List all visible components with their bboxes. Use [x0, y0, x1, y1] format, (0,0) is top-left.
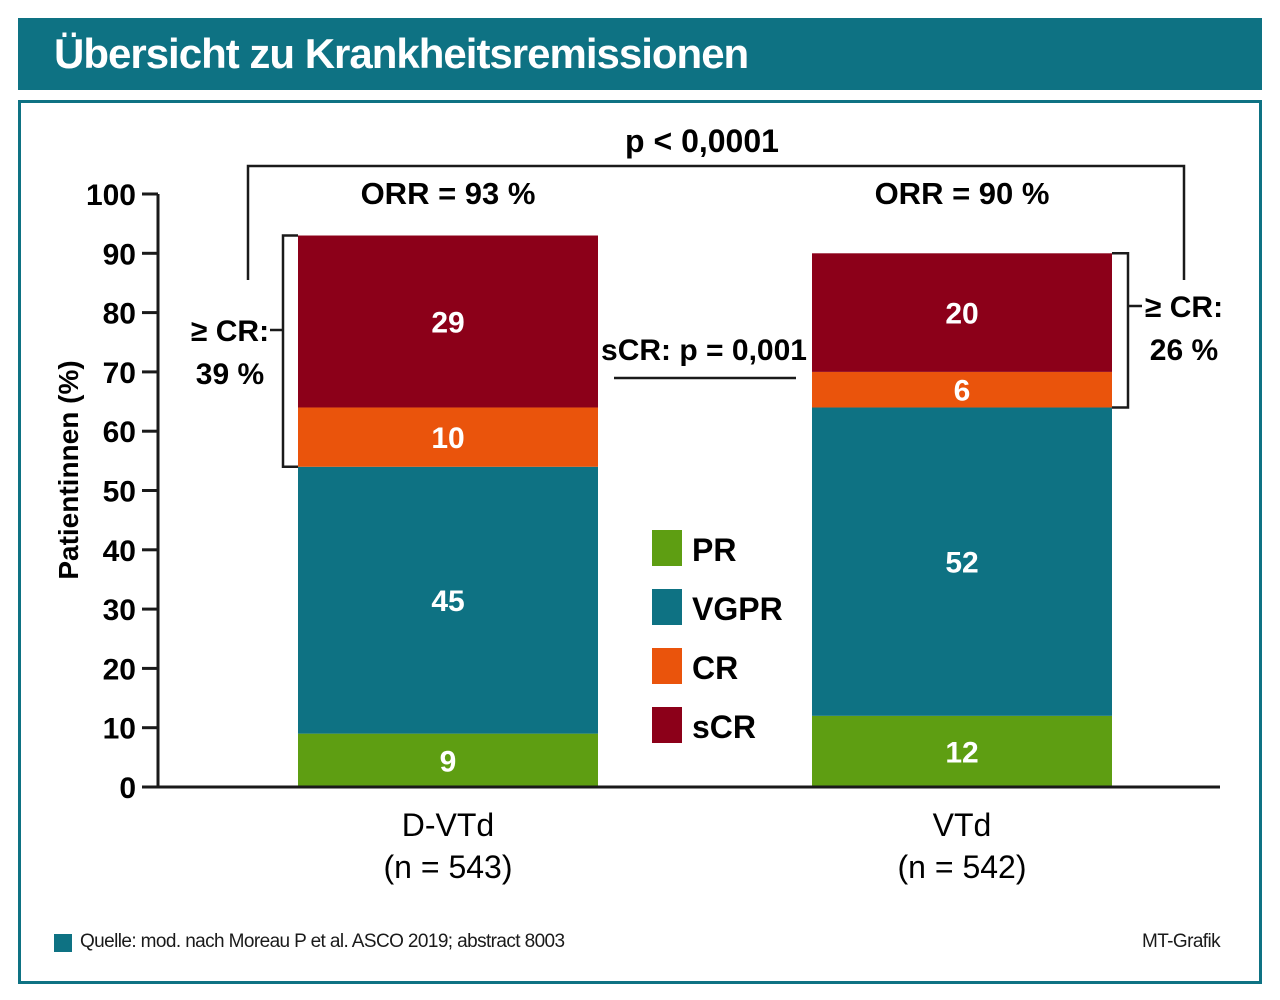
legend-label-scr: sCR: [692, 709, 756, 745]
bar-d-vtd-pr: [298, 733, 598, 787]
y-axis: 0 10 20 30 40 50 60 70 80 90 100 Patientinnen (%): [53, 179, 1220, 805]
y-tick-label: 30: [103, 594, 136, 627]
legend-swatch-scr: [652, 707, 682, 743]
footer-marker: [54, 934, 72, 952]
orr-label: ORR = 93 %: [361, 176, 536, 211]
graphic-credit: MT-Grafik: [1142, 931, 1221, 952]
scr-p-value-label: sCR: p = 0,001: [601, 334, 807, 367]
bar-vtd-pr: [812, 715, 1112, 787]
data-label-d-vtd-pr: 9: [440, 745, 457, 778]
y-tick-label: 90: [103, 238, 136, 271]
cr-left-value: 39 %: [196, 358, 264, 391]
data-label-d-vtd-cr: 10: [431, 422, 464, 455]
title-banner: Übersicht zu Krankheitsremissionen: [18, 18, 1262, 90]
legend-swatch-pr: [652, 530, 682, 566]
data-label-d-vtd-vgpr: 45: [431, 585, 464, 618]
legend-label-pr: PR: [692, 532, 736, 568]
data-label-vtd-cr: 6: [954, 375, 971, 408]
y-tick-label: 0: [119, 772, 136, 805]
data-label-vtd-pr: 12: [945, 736, 978, 769]
cr-left-label: ≥ CR:: [191, 315, 269, 348]
cr-right-label: ≥ CR:: [1145, 291, 1223, 324]
y-tick-label: 20: [103, 653, 136, 686]
category-sublabel: (n = 543): [384, 849, 513, 885]
y-tick-label: 60: [103, 416, 136, 449]
source-note: Quelle: mod. nach Moreau P et al. ASCO 2…: [80, 931, 565, 952]
legend: PR VGPR CR sCR: [652, 530, 783, 745]
y-axis-title: Patientinnen (%): [53, 360, 84, 579]
y-tick-label: 50: [103, 476, 136, 509]
data-label-vtd-vgpr: 52: [945, 547, 978, 580]
bar-vtd-cr: [812, 371, 1112, 408]
annotations-group: p < 0,0001 ORR = 93 % ORR = 90 % sCR: p = 0…: [191, 123, 1223, 469]
bar-vtd-scr: [812, 253, 1112, 372]
y-tick-label: 40: [103, 535, 136, 568]
data-label-vtd-scr: 20: [945, 298, 978, 331]
p-value-bracket: [246, 164, 1186, 280]
legend-label-vgpr: VGPR: [692, 591, 783, 627]
orr-label: ORR = 90 %: [875, 176, 1050, 211]
legend-label-cr: CR: [692, 650, 738, 686]
y-tick-label: 80: [103, 298, 136, 331]
chart-title: Übersicht zu Krankheitsremissionen: [54, 30, 749, 77]
cr-bracket-right: [1112, 252, 1130, 409]
bar-d-vtd-vgpr: [298, 466, 598, 734]
y-tick-label: 10: [103, 713, 136, 746]
bar-vtd-vgpr: [812, 407, 1112, 716]
category-label: VTd: [933, 807, 992, 843]
chart-frame: [18, 100, 1262, 984]
cr-right-value: 26 %: [1150, 334, 1218, 367]
bar-d-vtd-scr: [298, 235, 598, 408]
bar-d-vtd-cr: [298, 407, 598, 467]
category-label: D-VTd: [402, 807, 494, 843]
data-label-d-vtd-scr: 29: [431, 306, 464, 339]
y-tick-label: 70: [103, 357, 136, 390]
cr-bracket-left: [281, 234, 298, 469]
y-tick-label: 100: [86, 179, 136, 212]
p-value-label: p < 0,0001: [625, 123, 779, 159]
category-sublabel: (n = 542): [898, 849, 1027, 885]
legend-swatch-vgpr: [652, 589, 682, 625]
legend-swatch-cr: [652, 648, 682, 684]
bars-group: 9 45 10 29 D-VTd (n = 543) 12 52 6 20 VTd (n = 542): [298, 235, 1112, 885]
